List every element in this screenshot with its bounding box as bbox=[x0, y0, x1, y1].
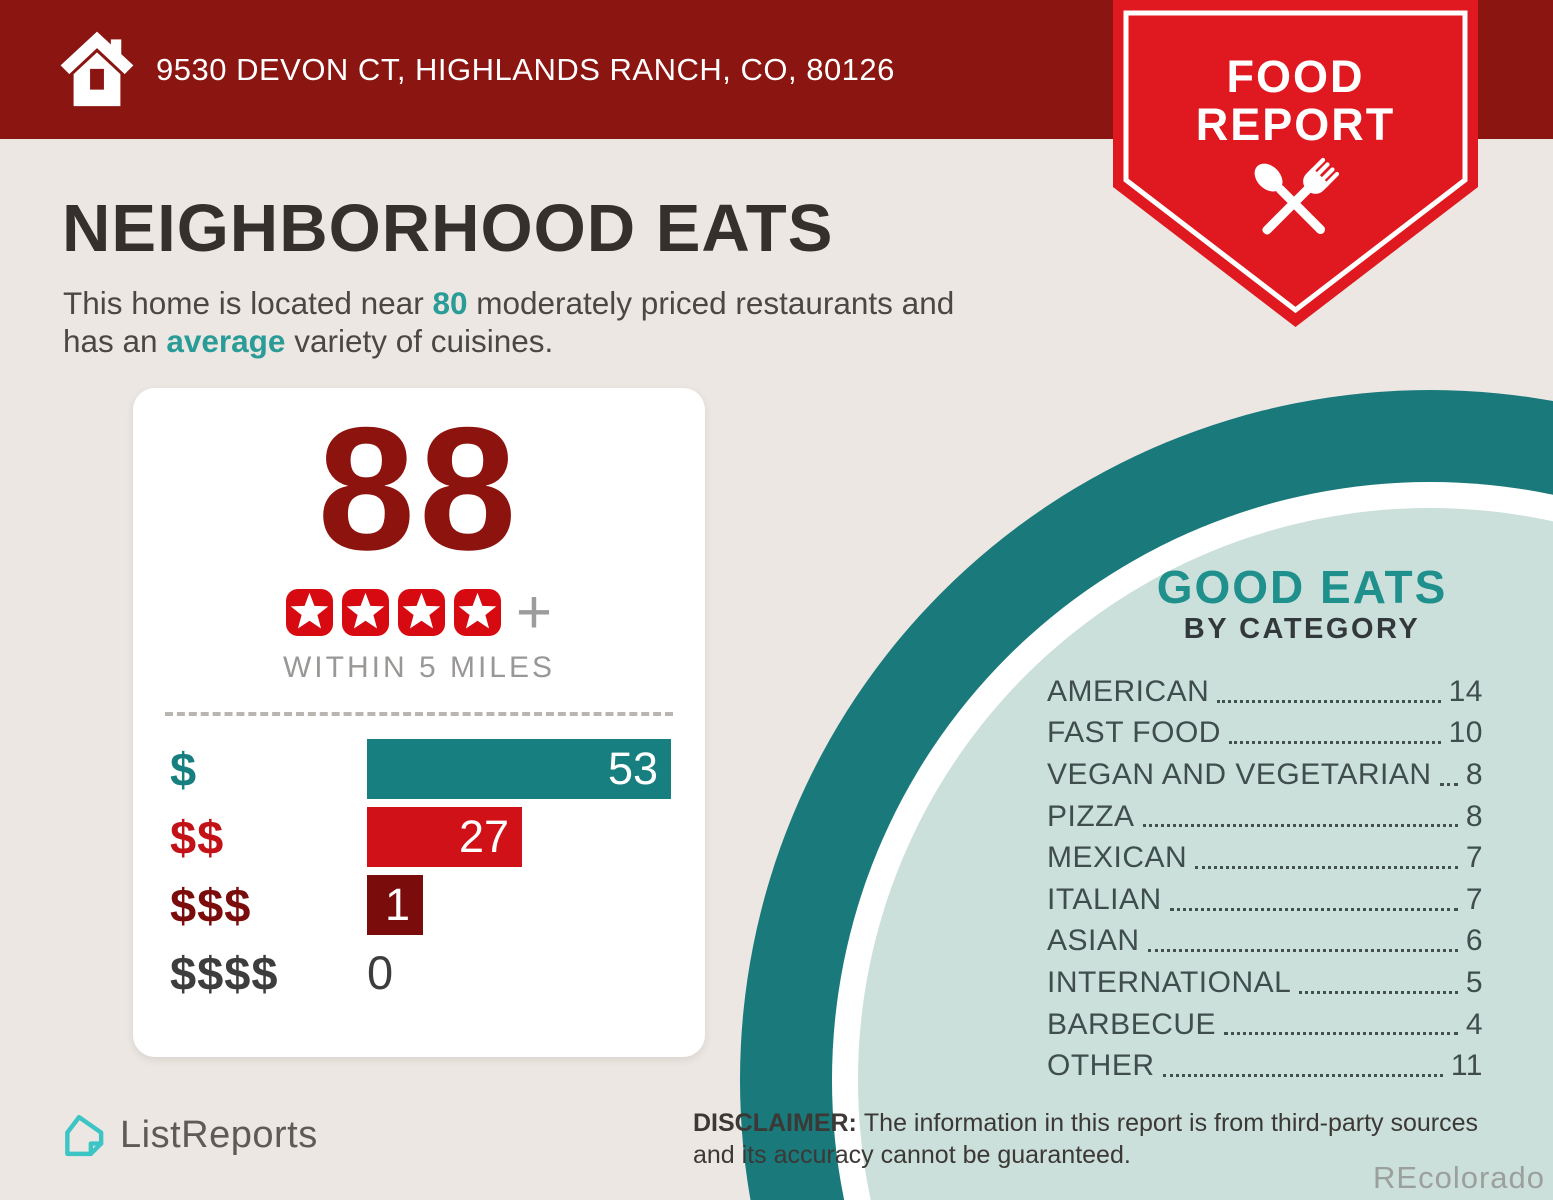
price-tier-label: $$$$ bbox=[170, 946, 279, 1000]
good-eats-title: GOOD EATS bbox=[1156, 561, 1448, 613]
dotted-leader bbox=[1169, 907, 1458, 911]
intro-tail: variety of cuisines. bbox=[285, 322, 554, 359]
category-row: VEGAN AND VEGETARIAN 8 bbox=[1047, 754, 1483, 796]
dotted-leader bbox=[1195, 865, 1458, 869]
star-icon bbox=[285, 589, 333, 636]
category-count: 4 bbox=[1465, 1007, 1483, 1041]
radius-label: WITHIN 5 MILES bbox=[282, 651, 556, 684]
dotted-leader bbox=[1228, 741, 1441, 745]
price-tier-label: $$ bbox=[170, 810, 225, 864]
category-label: OTHER bbox=[1047, 1049, 1155, 1083]
intro-lead: This home is located near bbox=[63, 285, 433, 321]
dotted-leader bbox=[1299, 990, 1458, 994]
price-tier-bar: 53 bbox=[367, 739, 671, 799]
dotted-leader bbox=[1217, 699, 1441, 703]
star-icon bbox=[453, 589, 501, 636]
intro-mid: moderately priced restaurants and bbox=[467, 285, 955, 321]
category-count: 8 bbox=[1465, 757, 1483, 791]
price-tier-value: 27 bbox=[458, 811, 509, 862]
price-tier-row: $$$ 1 bbox=[170, 875, 705, 935]
category-row: AMERICAN 14 bbox=[1047, 671, 1483, 713]
dotted-leader bbox=[1142, 824, 1458, 828]
category-count: 10 bbox=[1448, 716, 1483, 750]
dotted-leader bbox=[1439, 782, 1458, 786]
score-card: 88 + WITHIN 5 MILES $53 $$ 27 $$$ 1 $$$$ 0 bbox=[133, 388, 705, 1057]
category-count: 7 bbox=[1465, 882, 1483, 916]
category-label: INTERNATIONAL bbox=[1047, 965, 1292, 999]
plus-sign: + bbox=[515, 578, 553, 647]
disclaimer: DISCLAIMER: The information in this repor… bbox=[693, 1108, 1493, 1171]
category-row: BARBECUE 4 bbox=[1047, 1004, 1483, 1046]
price-tier-row: $$ 27 bbox=[170, 807, 705, 867]
category-count: 5 bbox=[1465, 965, 1483, 999]
ribbon-title-line1: FOOD bbox=[1227, 51, 1365, 102]
good-eats-subtitle: BY CATEGORY bbox=[1183, 613, 1421, 645]
price-tier-track: 1 bbox=[367, 875, 671, 935]
category-list: AMERICAN 14 FAST FOOD 10 VEGAN AND VEGETARIA… bbox=[1047, 671, 1483, 1087]
dotted-leader bbox=[1162, 1073, 1443, 1077]
category-row: PIZZA 8 bbox=[1047, 796, 1483, 838]
category-label: AMERICAN bbox=[1047, 674, 1210, 708]
category-count: 7 bbox=[1465, 841, 1483, 875]
listreports-house-icon bbox=[65, 1114, 104, 1157]
category-row: ASIAN 6 bbox=[1047, 921, 1483, 963]
price-tier-track: 53 bbox=[367, 739, 671, 799]
price-tier-bar: 27 bbox=[367, 807, 522, 867]
home-icon bbox=[60, 31, 134, 107]
price-tier-track: 27 bbox=[367, 807, 671, 867]
category-count: 6 bbox=[1465, 924, 1483, 958]
category-count: 11 bbox=[1450, 1049, 1483, 1083]
category-label: MEXICAN bbox=[1047, 841, 1188, 875]
ribbon-shape bbox=[1113, 0, 1478, 327]
category-label: ITALIAN bbox=[1047, 882, 1162, 916]
variety-highlight: average bbox=[166, 322, 286, 359]
listreports-logo: ListReports bbox=[60, 1112, 318, 1159]
ribbon-title-line2: REPORT bbox=[1196, 99, 1396, 150]
price-tier-label: $$$ bbox=[170, 878, 252, 932]
food-report-ribbon: FOOD REPORT bbox=[1113, 0, 1478, 327]
price-tier-chart: $53 $$ 27 $$$ 1 $$$$ 0 bbox=[170, 739, 705, 1003]
ribbon-border bbox=[1123, 10, 1468, 314]
star-icon bbox=[397, 589, 445, 636]
category-row: ITALIAN 7 bbox=[1047, 879, 1483, 921]
price-tier-row: $53 bbox=[170, 739, 705, 799]
restaurant-count: 80 bbox=[432, 285, 468, 321]
category-label: ASIAN bbox=[1047, 924, 1140, 958]
price-tier-value: 53 bbox=[607, 743, 658, 794]
price-tier-row: $$$$ 0 bbox=[170, 943, 705, 1003]
dotted-leader bbox=[1147, 949, 1458, 953]
category-label: BARBECUE bbox=[1047, 1007, 1217, 1041]
price-tier-value: 0 bbox=[367, 946, 394, 999]
category-row: OTHER 11 bbox=[1047, 1045, 1483, 1087]
intro-paragraph: This home is located near 80 moderately … bbox=[63, 285, 954, 360]
price-tier-bar: 1 bbox=[367, 875, 423, 935]
dotted-leader bbox=[1224, 1032, 1458, 1036]
price-tier-track: 0 bbox=[367, 943, 671, 1003]
star-rating: + bbox=[133, 578, 705, 647]
category-row: INTERNATIONAL 5 bbox=[1047, 962, 1483, 1004]
listreports-wordmark: ListReports bbox=[120, 1114, 318, 1156]
intro-mid2: has an bbox=[63, 322, 167, 359]
disclaimer-label: DISCLAIMER: bbox=[693, 1109, 857, 1137]
restaurant-score: 88 bbox=[317, 392, 521, 587]
category-count: 14 bbox=[1448, 674, 1483, 708]
category-count: 8 bbox=[1465, 799, 1483, 833]
category-row: FAST FOOD 10 bbox=[1047, 713, 1483, 755]
property-address: 9530 DEVON CT, HIGHLANDS RANCH, CO, 8012… bbox=[156, 52, 895, 87]
category-label: VEGAN AND VEGETARIAN bbox=[1047, 757, 1432, 791]
page-title: NEIGHBORHOOD EATS bbox=[62, 191, 834, 266]
dashed-divider bbox=[165, 712, 673, 716]
category-label: FAST FOOD bbox=[1047, 716, 1221, 750]
category-row: MEXICAN 7 bbox=[1047, 837, 1483, 879]
star-icon bbox=[341, 589, 389, 636]
price-tier-value: 1 bbox=[384, 879, 410, 930]
price-tier-label: $ bbox=[170, 742, 198, 796]
disclaimer-text: The information in this report is from t… bbox=[693, 1109, 1479, 1169]
spoon-fork-icon bbox=[1254, 157, 1340, 235]
recolorado-watermark: REcolorado bbox=[1373, 1160, 1545, 1195]
category-label: PIZZA bbox=[1047, 799, 1135, 833]
